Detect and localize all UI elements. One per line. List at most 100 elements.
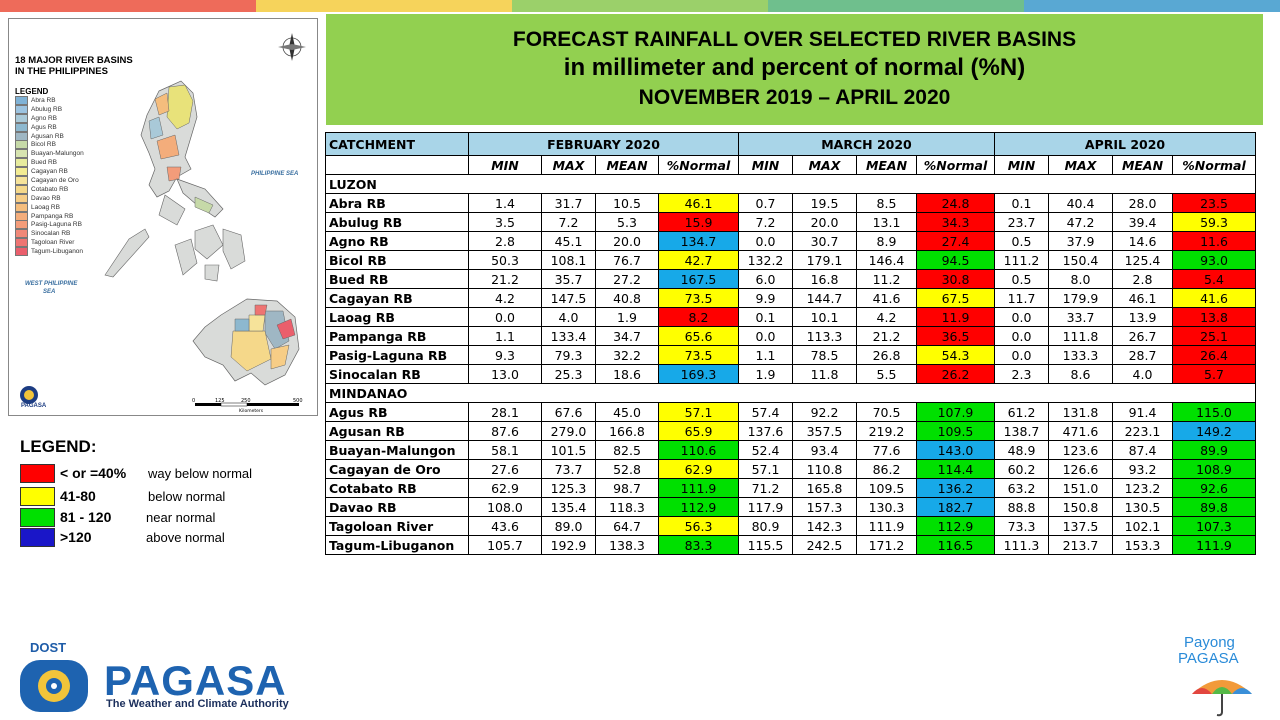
percent-normal-cell: 73.5 bbox=[658, 345, 739, 365]
legend-swatch bbox=[20, 487, 55, 506]
payong-pagasa-label: PAGASA bbox=[1178, 650, 1239, 667]
rainfall-cell: 109.5 bbox=[856, 478, 917, 498]
subheader-mean: MEAN bbox=[1112, 155, 1173, 175]
rainfall-cell: 0.0 bbox=[994, 307, 1049, 327]
rainfall-cell: 213.7 bbox=[1048, 535, 1113, 555]
legend-item bbox=[20, 508, 55, 527]
percent-normal-cell: 65.6 bbox=[658, 326, 739, 346]
rainfall-cell: 11.2 bbox=[856, 269, 917, 289]
percent-normal-cell: 111.9 bbox=[1172, 535, 1256, 555]
region-label: LUZON bbox=[325, 174, 1256, 194]
rainfall-cell: 61.2 bbox=[994, 402, 1049, 422]
rainfall-cell: 52.4 bbox=[738, 440, 793, 460]
rainfall-cell: 0.5 bbox=[994, 269, 1049, 289]
luzon-island bbox=[140, 80, 224, 218]
percent-normal-cell: 143.0 bbox=[916, 440, 995, 460]
sea-label-west-2: SEA bbox=[43, 289, 56, 295]
rainfall-cell: 89.0 bbox=[541, 516, 596, 536]
percent-normal-cell: 92.6 bbox=[1172, 478, 1256, 498]
rainfall-cell: 8.6 bbox=[1048, 364, 1113, 384]
map-legend-swatch bbox=[15, 238, 28, 248]
rainfall-cell: 82.5 bbox=[595, 440, 659, 460]
catchment-name: Pasig-Laguna RB bbox=[325, 345, 469, 365]
rainfall-cell: 101.5 bbox=[541, 440, 596, 460]
scale-label: 0 bbox=[192, 398, 195, 404]
rainfall-cell: 32.2 bbox=[595, 345, 659, 365]
catchment-name: Tagum-Libuganon bbox=[325, 535, 469, 555]
percent-normal-cell: 94.5 bbox=[916, 250, 995, 270]
table-row: Bicol RB 50.3 108.1 76.7 42.7 132.2 179.1 146.4… bbox=[325, 250, 1256, 270]
percent-normal-cell: 41.6 bbox=[1172, 288, 1256, 308]
rainfall-cell: 1.1 bbox=[468, 326, 542, 346]
map-legend-swatch bbox=[15, 211, 28, 221]
rainfall-cell: 150.8 bbox=[1048, 497, 1113, 517]
map-legend-item: Abulug RB bbox=[15, 104, 84, 114]
map-legend-swatch bbox=[15, 175, 28, 185]
rainfall-cell: 67.6 bbox=[541, 402, 596, 422]
map-legend-item: Abra RB bbox=[15, 95, 84, 105]
table-row: Pasig-Laguna RB 9.3 79.3 32.2 73.5 1.1 78.5 26.… bbox=[325, 345, 1256, 365]
table-row: Cagayan RB 4.2 147.5 40.8 73.5 9.9 144.7 41.6 67… bbox=[325, 288, 1256, 308]
map-legend-swatch bbox=[15, 95, 28, 105]
legend-description: below normal bbox=[148, 489, 226, 504]
rainfall-cell: 4.0 bbox=[1112, 364, 1173, 384]
scale-unit: Kilometers bbox=[239, 408, 264, 414]
rainfall-cell: 39.4 bbox=[1112, 212, 1173, 232]
map-legend-label: Agusan RB bbox=[31, 132, 64, 140]
percent-normal-cell: 54.3 bbox=[916, 345, 995, 365]
percent-normal-cell: 23.5 bbox=[1172, 193, 1256, 213]
table-row: Davao RB 108.0 135.4 118.3 112.9 117.9 157.3 13… bbox=[325, 497, 1256, 517]
rainfall-cell: 73.7 bbox=[541, 459, 596, 479]
map-legend-item: Agno RB bbox=[15, 113, 84, 123]
scale-label: 125 bbox=[215, 398, 225, 404]
rainfall-cell: 88.8 bbox=[994, 497, 1049, 517]
rainfall-cell: 40.8 bbox=[595, 288, 659, 308]
rainfall-cell: 43.6 bbox=[468, 516, 542, 536]
catchment-name: Cagayan de Oro bbox=[325, 459, 469, 479]
rainfall-cell: 1.9 bbox=[595, 307, 659, 327]
rainfall-cell: 9.9 bbox=[738, 288, 793, 308]
rainfall-cell: 20.0 bbox=[595, 231, 659, 251]
rainfall-cell: 9.3 bbox=[468, 345, 542, 365]
legend-swatch bbox=[20, 508, 55, 527]
rainfall-cell: 137.5 bbox=[1048, 516, 1113, 536]
map-legend-swatch bbox=[15, 220, 28, 230]
rainfall-cell: 13.0 bbox=[468, 364, 542, 384]
rainfall-cell: 1.1 bbox=[738, 345, 793, 365]
map-legend-label: Agno RB bbox=[31, 114, 58, 122]
rainfall-cell: 2.8 bbox=[1112, 269, 1173, 289]
rainfall-cell: 4.2 bbox=[468, 288, 542, 308]
rainfall-cell: 157.3 bbox=[792, 497, 857, 517]
rainfall-cell: 86.2 bbox=[856, 459, 917, 479]
percent-normal-cell: 5.7 bbox=[1172, 364, 1256, 384]
percent-normal-cell: 27.4 bbox=[916, 231, 995, 251]
catchment-header: CATCHMENT bbox=[325, 132, 469, 156]
percent-normal-cell: 136.2 bbox=[916, 478, 995, 498]
rainfall-cell: 0.0 bbox=[738, 326, 793, 346]
catchment-name: Davao RB bbox=[325, 497, 469, 517]
rainfall-cell: 0.1 bbox=[994, 193, 1049, 213]
sea-label-west: WEST PHILIPPINE bbox=[25, 281, 78, 287]
catchment-name: Agno RB bbox=[325, 231, 469, 251]
rainfall-cell: 165.8 bbox=[792, 478, 857, 498]
percent-normal-cell: 109.5 bbox=[916, 421, 995, 441]
rainfall-cell: 60.2 bbox=[994, 459, 1049, 479]
rainfall-cell: 0.0 bbox=[994, 345, 1049, 365]
table-row: Tagoloan River 43.6 89.0 64.7 56.3 80.9 142.3 1… bbox=[325, 516, 1256, 536]
rainfall-cell: 63.2 bbox=[994, 478, 1049, 498]
map-legend-label: Cagayan RB bbox=[31, 168, 68, 176]
rainfall-cell: 5.5 bbox=[856, 364, 917, 384]
rainfall-cell: 18.6 bbox=[595, 364, 659, 384]
top-color-stripe bbox=[768, 0, 1024, 12]
map-legend-swatch bbox=[15, 184, 28, 194]
map-legend-item: Agusan RB bbox=[15, 131, 84, 141]
rainfall-cell: 242.5 bbox=[792, 535, 857, 555]
legend-description: way below normal bbox=[148, 466, 253, 481]
rainfall-cell: 30.7 bbox=[792, 231, 857, 251]
subheader-min: MIN bbox=[994, 155, 1049, 175]
region-label: MINDANAO bbox=[325, 383, 1256, 403]
rainfall-cell: 1.9 bbox=[738, 364, 793, 384]
subheader-normal: %Normal bbox=[658, 155, 739, 175]
scale-label: 500 bbox=[293, 398, 303, 404]
rainfall-cell: 93.2 bbox=[1112, 459, 1173, 479]
